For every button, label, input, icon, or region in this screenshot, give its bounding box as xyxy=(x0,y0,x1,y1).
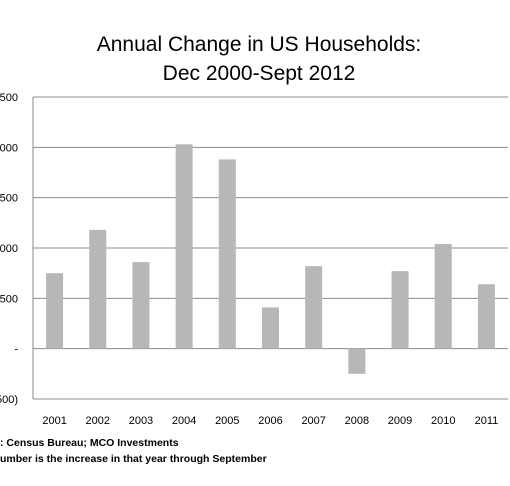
y-tick-label: ,500 xyxy=(0,92,18,104)
y-tick-label: - xyxy=(14,344,18,356)
bar-2003 xyxy=(132,262,150,349)
bars xyxy=(46,144,495,374)
y-tick-label: 500 xyxy=(0,293,18,305)
bar-2006 xyxy=(262,307,279,349)
footnote-note: umber is the increase in that year throu… xyxy=(0,453,267,465)
x-tick-label: 2006 xyxy=(258,415,282,427)
footnote-source: : Census Bureau; MCO Investments xyxy=(0,437,179,449)
x-tick-label: 2010 xyxy=(431,415,455,427)
x-tick-label: 2001 xyxy=(42,415,66,427)
x-tick-label: 2008 xyxy=(345,415,369,427)
y-tick-label: (500) xyxy=(0,394,18,406)
y-tick-labels: ,500 ,000 ,500 ,000 500 - (500) xyxy=(0,92,18,406)
bar-2008 xyxy=(348,348,366,374)
bar-2011 xyxy=(477,284,495,349)
x-tick-labels: 2001 2002 2003 2004 2005 2006 2007 2008 2009 2010… xyxy=(42,415,498,427)
bar-2010 xyxy=(434,243,452,349)
x-tick-label: 2002 xyxy=(86,415,110,427)
bar-2005 xyxy=(218,159,236,349)
bar-2009 xyxy=(391,271,409,349)
x-tick-label: 2009 xyxy=(388,415,412,427)
chart-title-line-2: Dec 2000-Sept 2012 xyxy=(163,62,356,85)
y-tick-label: ,000 xyxy=(0,243,18,255)
chart-title-line-1: Annual Change in US Households: xyxy=(97,33,422,56)
bar-2007 xyxy=(305,266,323,349)
x-tick-label: 2007 xyxy=(301,415,325,427)
x-tick-label: 2011 xyxy=(475,415,499,427)
y-tick-label: ,500 xyxy=(0,193,18,205)
x-tick-label: 2003 xyxy=(129,415,153,427)
x-tick-label: 2004 xyxy=(172,415,196,427)
bar-2001 xyxy=(46,273,64,349)
bar-2004 xyxy=(175,144,193,349)
y-tick-label: ,000 xyxy=(0,142,18,154)
bar-2002 xyxy=(89,229,107,349)
x-tick-label: 2005 xyxy=(215,415,239,427)
